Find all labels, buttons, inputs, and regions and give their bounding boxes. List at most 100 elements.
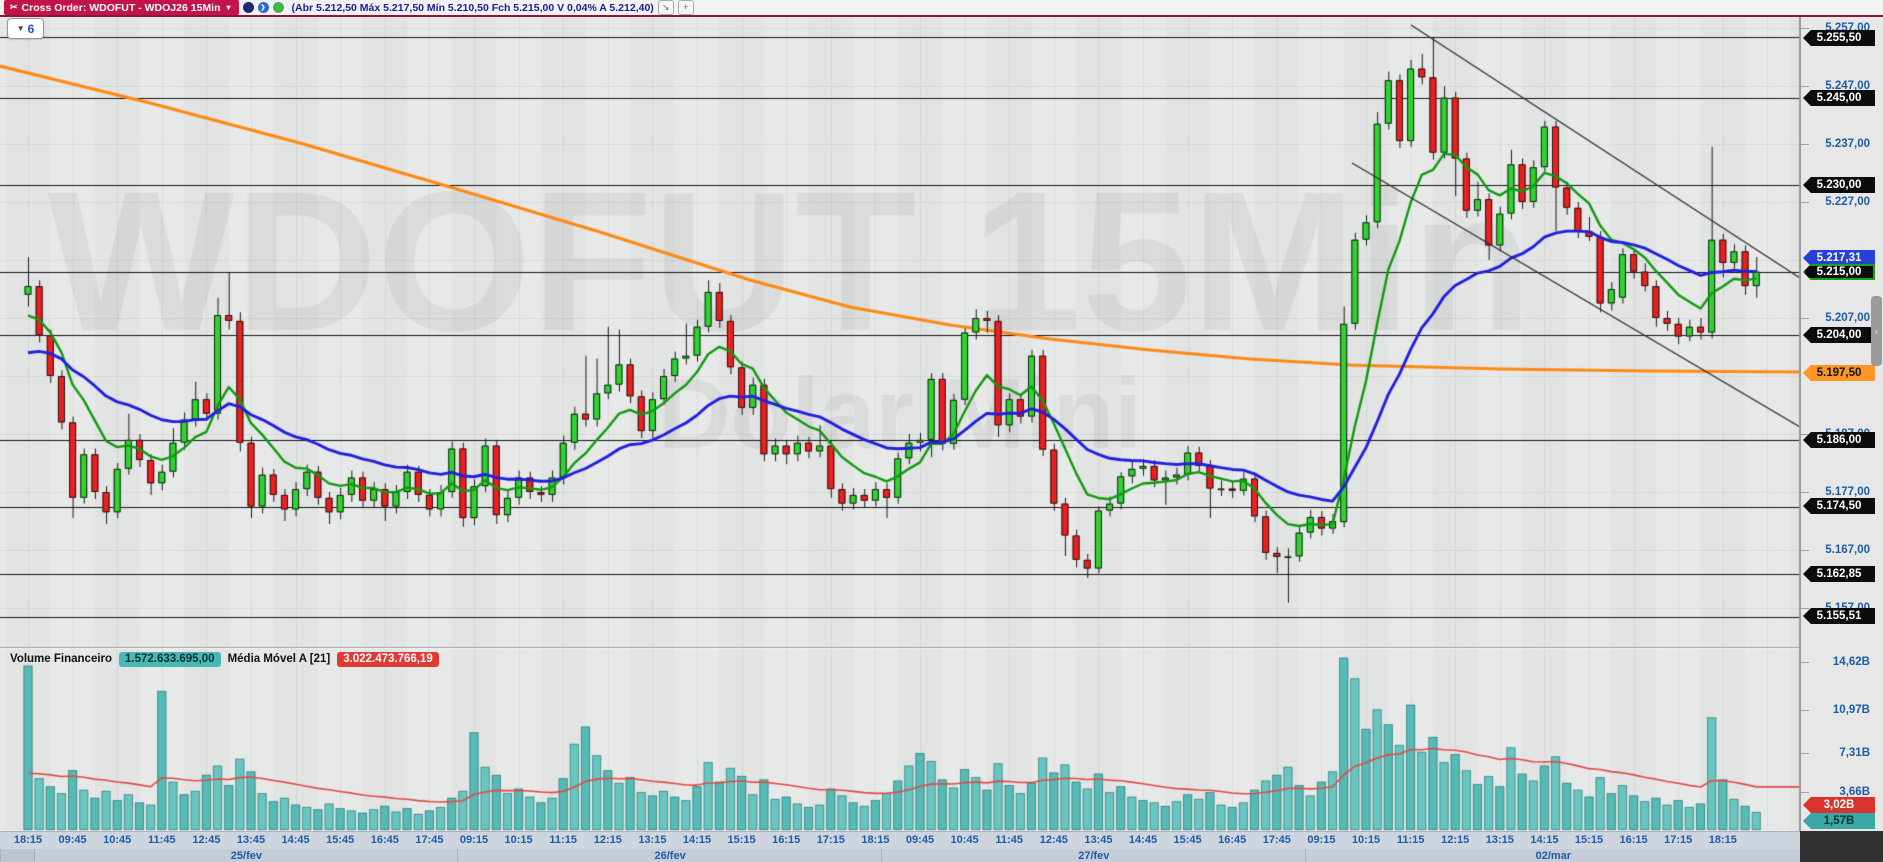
price-tag-black: 5.186,00 xyxy=(1803,432,1875,448)
price-tag-black: 5.255,50 xyxy=(1803,30,1875,46)
time-axis-label: 15:15 xyxy=(1574,834,1604,846)
time-axis-label: 10:45 xyxy=(950,834,979,846)
price-tag-orange: 5.197,50 xyxy=(1803,365,1875,381)
price-tag-red: 3,02B xyxy=(1803,797,1875,813)
time-axis-label: 13:15 xyxy=(638,834,667,846)
time-axis-label: 14:45 xyxy=(281,834,310,846)
price-axis-tick-label: 14,62B xyxy=(1832,656,1870,668)
time-axis-label: 12:15 xyxy=(1441,834,1470,846)
price-tag-black: 5.204,00 xyxy=(1803,327,1875,343)
price-axis-tick-label: 5.167,00 xyxy=(1825,544,1870,556)
time-axis-label: 12:15 xyxy=(593,834,622,846)
time-axis-label: 11:15 xyxy=(1396,834,1425,846)
time-axis-label: 14:15 xyxy=(682,834,712,846)
time-axis-label: 12:45 xyxy=(192,834,221,846)
time-axis-label: 18:15 xyxy=(13,834,43,846)
time-axis-label: 11:45 xyxy=(148,834,176,846)
chevron-down-icon: ▼ xyxy=(16,24,25,33)
date-band: 27/fev xyxy=(880,849,1306,862)
time-axis-label: 16:45 xyxy=(370,834,399,846)
axis-scroll-handle[interactable]: ‹ xyxy=(1871,296,1882,366)
axis-tick-mark xyxy=(1801,86,1809,87)
time-axis-label: 16:45 xyxy=(1218,834,1247,846)
price-tag-blackgreen: 5.215,00 xyxy=(1803,264,1875,280)
time-axis-label: 17:45 xyxy=(415,834,444,846)
date-band: 25/fev xyxy=(33,849,459,862)
price-tag-teal: 1,57B xyxy=(1803,813,1875,829)
cross-order-button[interactable]: ✂ Cross Order: WDOFUT - WDOJ26 15Min ▾ xyxy=(4,0,239,15)
add-button[interactable]: + xyxy=(677,0,694,15)
time-axis-label: 13:45 xyxy=(1084,834,1113,846)
axis-tick-mark xyxy=(1801,434,1809,435)
axis-tick-mark xyxy=(1801,28,1809,29)
time-axis-label: 11:45 xyxy=(995,834,1023,846)
time-axis-label: 16:15 xyxy=(1619,834,1648,846)
price-axis-tick-label: 3,66B xyxy=(1839,786,1870,798)
volume-value-badge: 1.572.633.695,00 xyxy=(119,651,221,667)
date-band-empty xyxy=(0,849,35,862)
time-axis-label: 09:15 xyxy=(1307,834,1336,846)
date-band: 26/fev xyxy=(457,849,882,862)
price-tag-black: 5.162,85 xyxy=(1803,566,1875,582)
time-axis[interactable]: 25/fev 26/fev 27/fev 02/mar 18:15 09:45 10:45… xyxy=(0,831,1801,862)
time-axis-label: 17:45 xyxy=(1262,834,1291,846)
time-axis-label: 10:15 xyxy=(504,834,533,846)
axis-tick-mark xyxy=(1801,550,1809,551)
time-axis-label: 14:45 xyxy=(1128,834,1158,846)
time-axis-label: 17:15 xyxy=(1664,834,1693,846)
price-axis-tick-label: 5.177,00 xyxy=(1825,486,1870,498)
price-axis[interactable]: 5.257,00 5.247,00 5.237,00 5.227,00 5.207,00… xyxy=(1800,0,1883,862)
cross-order-label: Cross Order: WDOFUT - WDOJ26 15Min xyxy=(21,1,221,14)
price-axis-tick-label: 5.247,00 xyxy=(1825,80,1870,92)
axis-tick-mark xyxy=(1801,792,1809,793)
time-axis-label: 13:15 xyxy=(1485,834,1514,846)
volume-legend: Volume Financeiro 1.572.633.695,00 Média… xyxy=(10,650,439,668)
date-band: 02/mar xyxy=(1304,849,1801,862)
time-axis-label: 17:15 xyxy=(816,834,845,846)
price-tag-black: 5.245,00 xyxy=(1803,90,1875,106)
price-axis-tick-label: 5.207,00 xyxy=(1825,312,1870,324)
axis-tick-mark xyxy=(1801,710,1809,711)
price-tag-black: 5.230,00 xyxy=(1803,177,1875,193)
time-axis-label: 16:15 xyxy=(772,834,801,846)
chevron-down-icon: ▾ xyxy=(226,3,231,12)
time-axis-label: 18:15 xyxy=(1708,834,1737,846)
cross-order-icon: ✂ xyxy=(10,2,18,12)
time-axis-label: 14:15 xyxy=(1530,834,1559,846)
time-axis-label: 13:45 xyxy=(236,834,266,846)
price-tag-black: 5.155,51 xyxy=(1803,608,1875,624)
price-tag-blue: 5.217,31 xyxy=(1803,250,1875,266)
time-axis-label: 15:45 xyxy=(1173,834,1202,846)
title-bar: ✂ Cross Order: WDOFUT - WDOJ26 15Min ▾ ❯… xyxy=(0,0,1883,17)
volume-legend-label: Volume Financeiro xyxy=(10,653,113,665)
time-axis-label: 09:15 xyxy=(459,834,489,846)
popout-button[interactable]: ↘ xyxy=(657,0,674,15)
time-axis-label: 15:15 xyxy=(727,834,756,846)
time-axis-label: 18:15 xyxy=(861,834,890,846)
axis-tick-mark xyxy=(1801,492,1809,493)
time-axis-label: 15:45 xyxy=(326,834,355,846)
date-band-row: 25/fev 26/fev 27/fev 02/mar xyxy=(0,849,1801,862)
objects-dropdown-badge[interactable]: ▼ 6 xyxy=(7,18,44,39)
axis-tick-mark xyxy=(1801,318,1809,319)
axis-tick-mark xyxy=(1801,662,1809,663)
volume-ma-label: Média Móvel A [21] xyxy=(227,653,331,665)
axis-tick-mark xyxy=(1801,753,1809,754)
price-tag-black: 5.174,50 xyxy=(1803,498,1875,514)
play-icon[interactable]: ❯ xyxy=(257,2,269,13)
time-axis-label: 10:15 xyxy=(1351,834,1381,846)
time-axis-label: 11:15 xyxy=(549,834,577,846)
price-axis-tick-label: 10,97B xyxy=(1832,704,1870,716)
ohlc-readout: (Abr 5.212,50 Máx 5.217,50 Mín 5.210,50 … xyxy=(291,1,654,14)
price-volume-chart-canvas[interactable] xyxy=(0,0,1800,862)
objects-count: 6 xyxy=(27,21,35,36)
price-axis-tick-label: 7,31B xyxy=(1839,747,1870,759)
axis-tick-mark xyxy=(1801,608,1809,609)
exchange-icon[interactable] xyxy=(242,2,254,13)
status-green-icon[interactable] xyxy=(272,2,284,13)
time-axis-label: 12:45 xyxy=(1039,834,1068,846)
price-axis-tick-label: 5.227,00 xyxy=(1825,196,1870,208)
axis-tick-mark xyxy=(1801,144,1809,145)
time-axis-label: 09:45 xyxy=(58,834,87,846)
